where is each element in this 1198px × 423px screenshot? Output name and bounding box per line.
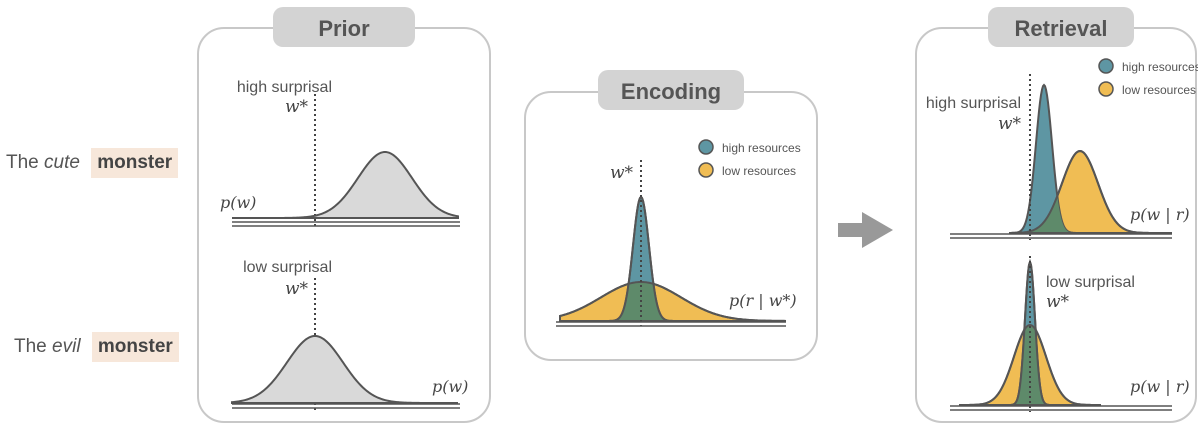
retrieval-top-target-label: w* [998,114,1022,134]
sentence-adjective: cute [44,152,80,173]
sentence-article: The [6,152,39,173]
right-arrow-icon [838,212,893,248]
retrieval-legend-high-swatch [1098,58,1114,74]
retrieval-bottom-target-label: w* [1046,292,1070,312]
sentence-noun: monster [91,148,179,178]
retrieval-bottom-overlap-region [960,325,1100,405]
retrieval-title: Retrieval [1015,16,1108,41]
encoding-low-outline [559,280,786,322]
sentence-evil: The evil monster [14,332,179,362]
retrieval-top-low-outline [1009,149,1172,234]
sentence-noun: monster [91,332,179,362]
encoding-title-tab [598,70,744,110]
encoding-title: Encoding [621,79,721,104]
prior-title-tab [273,7,415,47]
retrieval-legend-high-label: high resources [1122,60,1198,74]
prior-bottom-surprisal-label: low surprisal [243,259,332,276]
encoding-legend-low-label: low resources [722,164,796,178]
retrieval-title-tab [988,7,1134,47]
retrieval-legend-low-label: low resources [1122,83,1196,97]
encoding-legend: high resources low resources [698,139,801,178]
encoding-legend-high-swatch [698,139,714,155]
encoding-dist-label: p(r | w*) [729,291,797,310]
prior-top-dist-label: p(w) [220,193,256,212]
retrieval-legend-low-swatch [1098,81,1114,97]
encoding-legend-high-label: high resources [722,141,801,155]
prior-bottom-target-label: w* [285,279,309,299]
retrieval-legend: high resources low resources [1098,58,1198,97]
sentence-cute: The cute monster [6,148,179,178]
encoding-panel: Encoding high resources low resources w*… [524,70,818,361]
retrieval-bottom-dist-label: p(w | r) [1130,377,1190,396]
encoding-target-label: w* [610,163,634,183]
prior-bottom-dist-label: p(w) [432,377,468,396]
prior-title: Prior [318,16,370,41]
encoding-legend-low-swatch [698,162,714,178]
retrieval-panel: Retrieval high resources low resources h… [915,7,1198,423]
sentence-article: The [14,336,47,357]
retrieval-bottom-surprisal-label: low surprisal [1046,274,1135,291]
prior-top-distribution [232,150,459,219]
retrieval-top-surprisal-label: high surprisal [926,95,1021,112]
retrieval-top-dist-label: p(w | r) [1130,205,1190,224]
sentence-adjective: evil [52,336,81,357]
retrieval-bottom-low-outline [959,323,1101,406]
prior-top-surprisal-label: high surprisal [237,79,332,96]
prior-top-target-label: w* [285,97,309,117]
prior-panel: Prior high surprisal w* p(w) low surpris… [197,7,491,423]
prior-bottom-distribution [231,334,458,404]
